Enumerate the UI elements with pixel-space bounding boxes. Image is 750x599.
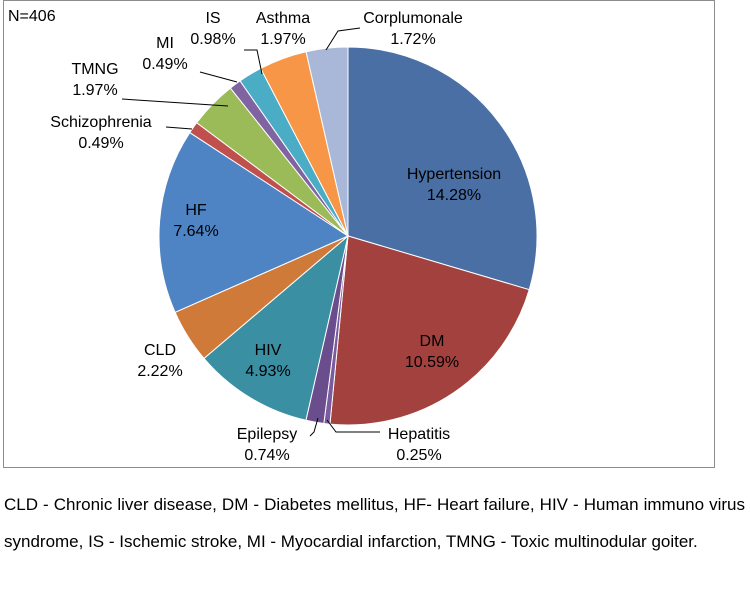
slice-label-percent: 0.49% xyxy=(142,56,187,73)
slice-label-name: Corplumonale xyxy=(363,10,463,27)
slice-label-schizophrenia: Schizophrenia 0.49% xyxy=(50,114,152,152)
slice-label-percent: 0.49% xyxy=(78,135,123,152)
leader-line-corplumonale xyxy=(325,27,361,51)
slice-label-name: TMNG xyxy=(71,61,118,78)
slice-label-cld: CLD 2.22% xyxy=(137,342,182,380)
slice-label-name: Schizophrenia xyxy=(50,114,152,131)
slice-label-name: IS xyxy=(205,10,220,27)
chart-frame xyxy=(3,0,715,468)
slice-label-percent: 0.74% xyxy=(244,447,289,464)
slice-label-percent: 1.97% xyxy=(72,82,117,99)
slice-label-percent: 2.22% xyxy=(137,363,182,380)
slice-label-hypertension: Hypertension 14.28% xyxy=(407,166,501,204)
slice-label-name: Asthma xyxy=(256,10,310,27)
slice-label-name: HIV xyxy=(255,342,282,359)
leader-line-tmng xyxy=(121,98,229,107)
slice-label-hf: HF 7.64% xyxy=(173,202,218,240)
slice-label-tmng: TMNG 1.97% xyxy=(71,61,118,99)
slice-label-dm: DM 10.59% xyxy=(405,333,459,371)
slice-label-name: MI xyxy=(156,35,174,52)
slice-label-percent: 0.98% xyxy=(190,31,235,48)
pie-slice-hf xyxy=(158,131,350,313)
slice-label-percent: 14.28% xyxy=(427,187,481,204)
slice-label-percent: 10.59% xyxy=(405,354,459,371)
slice-label-name: Epilepsy xyxy=(237,426,297,443)
sample-size-annotation: N=406 xyxy=(8,8,56,25)
slice-label-epilepsy: Epilepsy 0.74% xyxy=(237,426,297,464)
slice-label-asthma: Asthma 1.97% xyxy=(256,10,310,48)
pie-slice-hypertension xyxy=(347,46,538,291)
abbreviations-footnote: CLD - Chronic liver disease, DM - Diabet… xyxy=(4,495,745,551)
slice-label-percent: 7.64% xyxy=(173,223,218,240)
leader-line-mi xyxy=(199,71,238,83)
slice-label-percent: 4.93% xyxy=(245,363,290,380)
slice-label-name: Hypertension xyxy=(407,166,501,183)
slice-label-name: HF xyxy=(185,202,207,219)
slice-label-is: IS 0.98% xyxy=(190,10,235,48)
slice-label-hepatitis: Hepatitis 0.25% xyxy=(388,426,450,464)
slice-label-name: CLD xyxy=(144,342,176,359)
pie-slice-hiv xyxy=(203,234,349,421)
leader-line-epilepsy xyxy=(309,417,319,437)
slice-labels: Hypertension 14.28% DM 10.59% Hepatitis 0.25%… xyxy=(50,10,501,464)
leader-line-schizophrenia xyxy=(165,126,193,130)
pie-slice-dm xyxy=(329,235,530,426)
leader-line-is xyxy=(244,49,263,75)
slice-label-name: Hepatitis xyxy=(388,426,450,443)
slice-label-name: DM xyxy=(420,333,445,350)
slice-label-percent: 1.72% xyxy=(390,31,435,48)
leader-line-hepatitis xyxy=(326,419,380,433)
pie-chart: N=406 Hypertension 14.28% DM 10.59% Hepatiti… xyxy=(8,8,538,464)
slice-label-corplumonale: Corplumonale 1.72% xyxy=(363,10,463,48)
slice-label-mi: MI 0.49% xyxy=(142,35,187,73)
pie-slices xyxy=(158,46,538,426)
slice-label-hiv: HIV 4.93% xyxy=(245,342,290,380)
slice-label-percent: 0.25% xyxy=(396,447,441,464)
slice-label-percent: 1.97% xyxy=(260,31,305,48)
leader-lines xyxy=(121,27,380,437)
